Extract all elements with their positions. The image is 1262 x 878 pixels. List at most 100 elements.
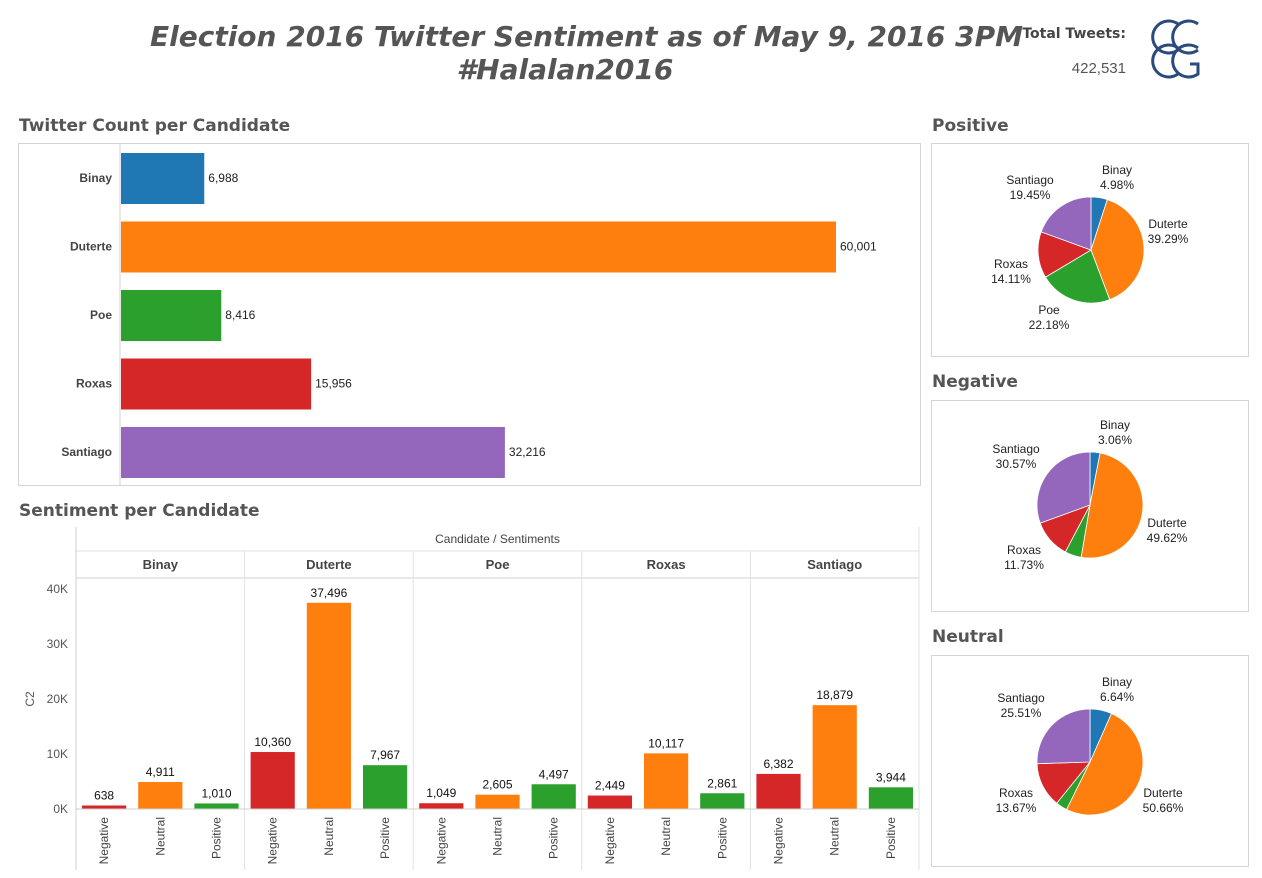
pie-name-label-negative-santiago: Santiago xyxy=(992,442,1040,456)
count-bar-binay xyxy=(121,153,205,204)
sentiment-xtick-poe-negative: Negative xyxy=(434,817,448,865)
sentiment-value-label-duterte-negative: 10,360 xyxy=(254,735,291,749)
pie-name-label-negative-duterte: Duterte xyxy=(1147,516,1187,530)
pie-value-label-neutral-duterte: 50.66% xyxy=(1143,801,1184,815)
sentiment-group-label-poe: Poe xyxy=(486,557,510,572)
negative-pie-title: Negative xyxy=(932,372,1018,392)
title-line-2: #Halalan2016 xyxy=(456,53,674,86)
neutral-pie-panel: Binay 6.64% Duterte 50.66% Roxas 13.67% Santia… xyxy=(931,655,1249,867)
sentiment-group-label-duterte: Duterte xyxy=(306,557,352,572)
count-chart-title: Twitter Count per Candidate xyxy=(19,116,291,136)
pie-name-label-neutral-santiago: Santiago xyxy=(997,691,1045,705)
sentiment-value-label-roxas-negative: 2,449 xyxy=(595,779,625,793)
sentiment-xtick-duterte-negative: Negative xyxy=(266,817,280,865)
pie-slice-neutral-duterte xyxy=(1065,713,1144,816)
rcg-logo xyxy=(1148,14,1228,98)
sentiment-xtick-roxas-positive: Positive xyxy=(715,817,729,859)
sentiment-ytick-30k: 30K xyxy=(47,637,68,651)
sentiment-group-label-binay: Binay xyxy=(143,557,179,572)
sentiment-bar-poe-neutral xyxy=(475,794,520,809)
pie-value-label-negative-binay: 3.06% xyxy=(1098,433,1132,447)
sentiment-bar-binay-negative xyxy=(82,805,127,809)
positive-pie-title: Positive xyxy=(932,116,1009,136)
count-value-label-duterte: 60,001 xyxy=(840,240,877,254)
sentiment-group-label-roxas: Roxas xyxy=(647,557,686,572)
pie-name-label-neutral-roxas: Roxas xyxy=(999,786,1033,800)
sentiment-value-label-duterte-neutral: 37,496 xyxy=(311,586,348,600)
sentiment-group-label-santiago: Santiago xyxy=(807,557,862,572)
sentiment-ytick-20k: 20K xyxy=(47,692,68,706)
pie-value-label-neutral-binay: 6.64% xyxy=(1100,690,1134,704)
count-chart-panel: Binay 6,988 Duterte 60,001 Poe 8,416 Roxas 15,9… xyxy=(18,143,921,486)
pie-slice-neutral-santiago xyxy=(1036,708,1091,765)
count-value-label-roxas: 15,956 xyxy=(315,377,352,391)
pie-name-label-neutral-duterte: Duterte xyxy=(1143,786,1183,800)
sentiment-bar-binay-neutral xyxy=(138,781,183,809)
sentiment-bar-binay-positive xyxy=(194,803,239,809)
sentiment-ytick-0k: 0K xyxy=(53,802,68,816)
sentiment-bar-chart: Candidate / Sentiments 40K 30K 20K 10K 0K C2 Bi… xyxy=(23,527,920,870)
sentiment-value-label-duterte-positive: 7,967 xyxy=(370,748,400,762)
pie-slice-positive-duterte xyxy=(1090,199,1145,301)
count-value-label-poe: 8,416 xyxy=(225,308,255,322)
sentiment-bar-duterte-neutral xyxy=(306,602,351,809)
pie-name-label-positive-duterte: Duterte xyxy=(1148,217,1188,231)
sentiment-bar-santiago-neutral xyxy=(812,705,857,809)
pie-name-label-positive-santiago: Santiago xyxy=(1006,173,1054,187)
pie-value-label-negative-santiago: 30.57% xyxy=(996,457,1037,471)
sentiment-xtick-santiago-negative: Negative xyxy=(772,817,786,865)
sentiment-xtick-roxas-negative: Negative xyxy=(603,817,617,865)
sentiment-xtick-binay-positive: Positive xyxy=(210,817,224,859)
count-category-label-binay: Binay xyxy=(79,171,112,185)
sentiment-bar-duterte-positive xyxy=(363,765,408,809)
count-category-label-poe: Poe xyxy=(90,308,112,322)
sentiment-value-label-roxas-positive: 2,861 xyxy=(707,776,737,790)
pie-value-label-neutral-santiago: 25.51% xyxy=(1001,706,1042,720)
sentiment-xtick-duterte-positive: Positive xyxy=(378,817,392,859)
count-category-label-roxas: Roxas xyxy=(76,377,112,391)
pie-name-label-neutral-binay: Binay xyxy=(1102,675,1132,689)
pie-slice-positive-santiago xyxy=(1040,196,1092,251)
positive-pie-panel: Binay 4.98% Duterte 39.29% Poe 22.18% Roxas 14.… xyxy=(931,143,1249,357)
pie-slice-negative-santiago xyxy=(1036,451,1091,524)
neutral-pie-title: Neutral xyxy=(932,627,1004,647)
sentiment-value-label-poe-negative: 1,049 xyxy=(426,786,456,800)
count-bar-santiago xyxy=(121,427,505,478)
sentiment-value-label-binay-positive: 1,010 xyxy=(201,786,231,800)
sentiment-bar-poe-negative xyxy=(419,803,464,809)
sentiment-chart-panel: Candidate / Sentiments 40K 30K 20K 10K 0K C2 Bi… xyxy=(18,527,921,870)
pie-value-label-positive-duterte: 39.29% xyxy=(1148,232,1189,246)
sentiment-ytick-40k: 40K xyxy=(47,582,68,596)
pie-slice-positive-poe xyxy=(1044,249,1111,304)
sentiment-xtick-santiago-neutral: Neutral xyxy=(828,817,842,856)
pie-value-label-neutral-roxas: 13.67% xyxy=(996,801,1037,815)
sentiment-bar-duterte-negative xyxy=(250,752,295,809)
sentiment-xtick-binay-negative: Negative xyxy=(97,817,111,865)
sentiment-ylabel: C2 xyxy=(23,691,37,707)
total-tweets-label: Total Tweets: xyxy=(1022,26,1126,42)
sentiment-header-label: Candidate / Sentiments xyxy=(435,532,560,546)
sentiment-bar-poe-positive xyxy=(531,784,576,809)
sentiment-bar-roxas-negative xyxy=(587,795,632,809)
sentiment-value-label-binay-negative: 638 xyxy=(94,788,114,802)
pie-name-label-negative-binay: Binay xyxy=(1100,418,1130,432)
count-bar-chart: Binay 6,988 Duterte 60,001 Poe 8,416 Roxas 15,9… xyxy=(61,144,877,485)
title-line-1: Election 2016 Twitter Sentiment as of Ma… xyxy=(150,20,1024,53)
pie-value-label-positive-poe: 22.18% xyxy=(1029,318,1070,332)
sentiment-xtick-santiago-positive: Positive xyxy=(884,817,898,859)
count-value-label-binay: 6,988 xyxy=(208,171,238,185)
sentiment-bar-santiago-positive xyxy=(868,787,913,809)
sentiment-bar-roxas-neutral xyxy=(644,753,689,809)
sentiment-value-label-santiago-negative: 6,382 xyxy=(763,757,793,771)
sentiment-value-label-santiago-neutral: 18,879 xyxy=(816,688,853,702)
dashboard-title: Election 2016 Twitter Sentiment as of Ma… xyxy=(150,20,1024,86)
pie-value-label-negative-roxas: 11.73% xyxy=(1004,558,1044,572)
sentiment-value-label-binay-neutral: 4,911 xyxy=(146,765,175,779)
pie-value-label-positive-binay: 4.98% xyxy=(1100,178,1134,192)
sentiment-xtick-duterte-neutral: Neutral xyxy=(322,817,336,856)
total-tweets-value: 422,531 xyxy=(1071,60,1126,77)
sentiment-ytick-10k: 10K xyxy=(47,747,68,761)
